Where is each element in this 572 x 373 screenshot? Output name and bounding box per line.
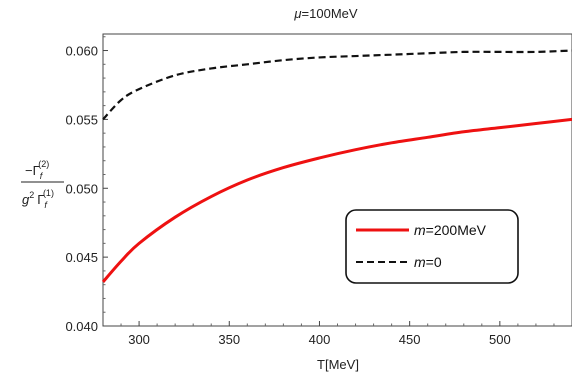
y-label-num-gamma: −Γ — [25, 163, 40, 178]
y-tick-label: 0.040 — [65, 319, 98, 334]
legend: m=200MeV m=0 — [345, 209, 519, 284]
y-label-den-g-sup: 2 — [29, 190, 34, 200]
y-label-den-sub: f — [44, 200, 48, 210]
legend-label-m0: m=0 — [414, 254, 442, 270]
series-layer — [101, 49, 572, 283]
x-axis-label: T[MeV] — [317, 357, 359, 372]
title-rest: =100MeV — [302, 6, 358, 21]
y-label-denominator: g2 Γf (1) — [22, 188, 54, 210]
chart-title: μ=100MeV — [293, 6, 357, 21]
y-label-den-sup: (1) — [43, 188, 54, 198]
x-tick-label: 450 — [399, 332, 421, 347]
y-label-den-gamma: Γ — [37, 192, 44, 207]
legend-label-m0-rest: =0 — [426, 254, 442, 270]
legend-label-m200-var: m — [414, 222, 426, 238]
y-tick-label: 0.045 — [65, 250, 98, 265]
x-tick-label: 500 — [489, 332, 511, 347]
y-tick-label: 0.055 — [65, 112, 98, 127]
legend-label-m0-var: m — [414, 254, 426, 270]
y-label-num-sub: f — [40, 171, 44, 181]
x-tick-label: 300 — [128, 332, 150, 347]
y-axis-ticks: 0.040 0.045 0.050 0.055 0.060 — [65, 36, 108, 334]
y-axis-label: −Γf(2) g2 Γf(1) — [21, 159, 64, 210]
x-axis-ticks: 300 350 400 450 500 — [120, 321, 555, 347]
y-tick-label: 0.060 — [65, 44, 98, 59]
y-tick-label: 0.050 — [65, 181, 98, 196]
y-label-numerator: −Γf (2) — [25, 159, 49, 181]
series-line-m200 — [101, 117, 572, 283]
y-label-den-g: g — [22, 192, 30, 207]
series-line-m0 — [102, 49, 572, 121]
title-mu: μ — [293, 6, 301, 21]
legend-box — [345, 209, 519, 284]
legend-label-m200: m=200MeV — [414, 222, 487, 238]
x-tick-label: 400 — [309, 332, 331, 347]
x-tick-label: 350 — [218, 332, 240, 347]
legend-label-m200-rest: =200MeV — [426, 222, 487, 238]
y-label-num-sup: (2) — [38, 159, 49, 169]
